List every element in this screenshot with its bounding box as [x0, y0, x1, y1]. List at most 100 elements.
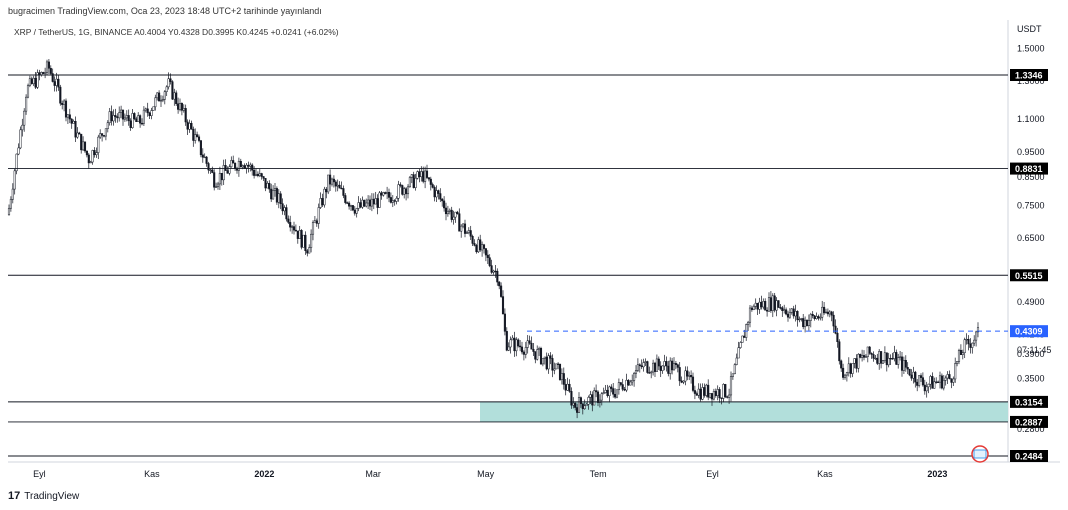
candle-body	[845, 372, 848, 376]
candle-body	[424, 170, 427, 182]
candle-body	[967, 338, 970, 345]
candle-body	[513, 337, 516, 352]
candle-body	[564, 384, 567, 391]
candle-body	[127, 115, 130, 122]
candle-body	[838, 341, 841, 362]
candle-body	[636, 364, 639, 371]
candle-body	[701, 387, 704, 400]
candle-body	[329, 174, 332, 185]
candle-body	[68, 114, 71, 120]
candle-body	[868, 346, 871, 354]
candle-body	[279, 193, 282, 204]
candle-body	[918, 375, 921, 386]
candle-body	[545, 356, 548, 370]
flag-icon[interactable]	[971, 445, 989, 463]
candle-body	[87, 154, 90, 164]
candle-body	[800, 318, 803, 320]
candle-body	[412, 174, 415, 188]
candle-body	[788, 312, 791, 318]
candle-body	[889, 357, 892, 360]
candle-body	[228, 166, 231, 174]
candle-body	[89, 161, 92, 164]
candle-body	[619, 382, 622, 385]
candle-body	[614, 393, 617, 398]
candle-body	[370, 198, 373, 207]
candle-body	[399, 184, 402, 186]
candle-body	[524, 347, 527, 355]
candle-body	[952, 378, 955, 383]
candle-body	[902, 360, 905, 371]
candle-body	[486, 254, 489, 258]
candle-body	[323, 188, 326, 206]
candle-body	[604, 389, 607, 393]
candle-body	[161, 99, 164, 101]
candle-body	[321, 198, 324, 206]
candle-body	[277, 193, 280, 203]
candle-body	[591, 394, 594, 406]
candle-body	[830, 311, 833, 316]
candle-body	[954, 363, 957, 380]
candle-body	[118, 112, 121, 119]
candle-body	[462, 223, 465, 227]
candle-body	[923, 384, 926, 392]
candle-body	[218, 172, 221, 185]
candle-body	[374, 198, 377, 205]
candle-body	[536, 349, 539, 360]
candle-body	[579, 397, 582, 404]
time-tick: Eyl	[706, 469, 719, 479]
candle-body	[615, 389, 619, 398]
candle-body	[273, 188, 277, 191]
candle-body	[676, 364, 679, 368]
candle-body	[11, 188, 14, 200]
candle-body	[496, 270, 499, 283]
candle-body	[494, 270, 497, 273]
candle-body	[140, 122, 144, 125]
candle-body	[351, 205, 354, 211]
candle-body	[310, 233, 313, 248]
candle-body	[243, 165, 246, 169]
candle-body	[437, 190, 440, 194]
candle-body	[802, 318, 805, 328]
candle-body	[471, 236, 474, 244]
candle-body	[519, 345, 522, 348]
candle-body	[948, 374, 951, 380]
candle-body	[484, 248, 487, 256]
price-tick: 0.8500	[1017, 172, 1045, 182]
candle-body	[809, 313, 812, 321]
candle-body	[61, 102, 64, 105]
candle-body	[667, 365, 670, 374]
candle-body	[292, 226, 296, 231]
candle-body	[551, 358, 554, 371]
candle-body	[254, 173, 258, 176]
brand-footer[interactable]: 17 TradingView	[8, 490, 79, 502]
candle-body	[180, 103, 183, 111]
candle-body	[74, 121, 77, 138]
candle-body	[308, 247, 311, 254]
candle-body	[281, 203, 284, 212]
time-tick: Tem	[590, 469, 607, 479]
candle-body	[139, 115, 142, 124]
candle-body	[490, 265, 493, 273]
candle-body	[652, 362, 655, 373]
candle-body	[152, 106, 155, 111]
candle-body	[756, 302, 759, 310]
candle-body	[256, 173, 259, 176]
candle-body	[492, 270, 495, 273]
candle-body	[47, 61, 50, 69]
candle-body	[583, 405, 586, 410]
candle-body	[386, 191, 389, 194]
candle-body	[857, 354, 860, 369]
candle-body	[380, 192, 383, 196]
candle-body	[224, 165, 227, 171]
candle-body	[112, 115, 115, 122]
currency-label: USDT	[1017, 24, 1042, 34]
candle-body	[710, 393, 714, 400]
candle-body	[840, 360, 843, 369]
candle-body	[686, 370, 689, 377]
candle-body	[832, 314, 835, 327]
candle-body	[416, 171, 419, 179]
candle-body	[450, 209, 453, 220]
candle-body	[895, 352, 898, 365]
candle-body	[346, 202, 349, 204]
